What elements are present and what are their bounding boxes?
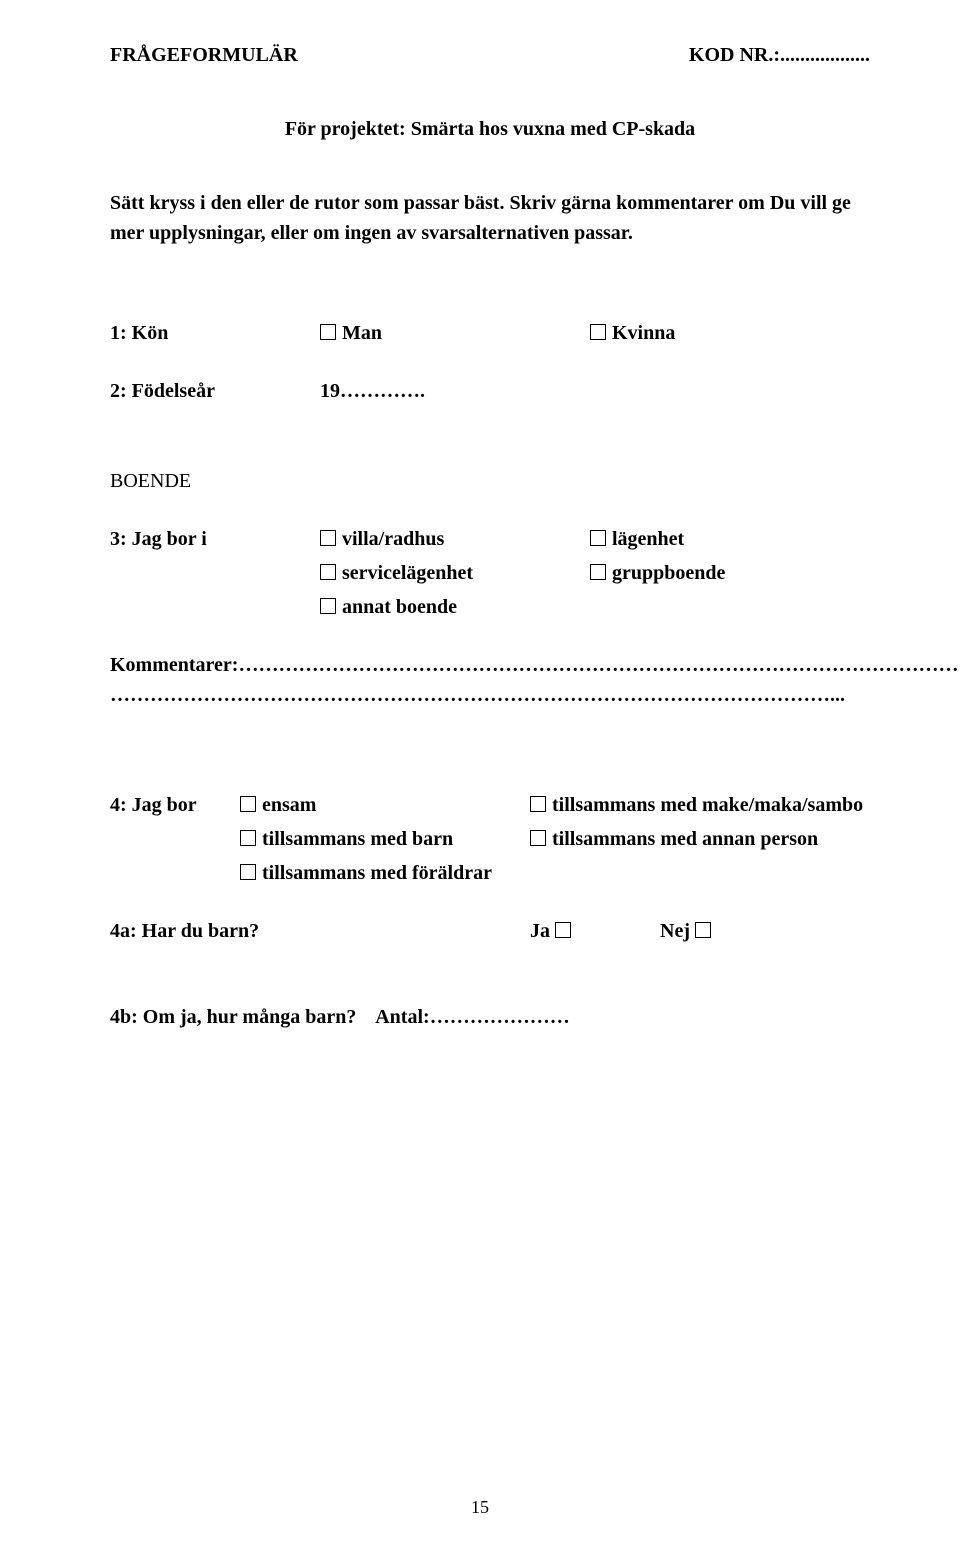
q1-label: 1: Kön xyxy=(110,318,320,348)
q1-opt-man[interactable]: Man xyxy=(320,318,590,348)
checkbox-icon[interactable] xyxy=(530,796,546,812)
checkbox-icon[interactable] xyxy=(530,830,546,846)
kod-label: KOD NR.: xyxy=(689,44,780,66)
q4a-nej-text: Nej xyxy=(660,920,690,942)
page-number: 15 xyxy=(0,1494,960,1521)
q3-opt-text: servicelägenhet xyxy=(342,562,473,584)
q1-opt-kvinna-text: Kvinna xyxy=(612,322,675,344)
q4-opt-barn[interactable]: tillsammans med barn xyxy=(240,824,530,854)
q4-block: 4: Jag bor ensam tillsammans med make/ma… xyxy=(110,790,870,820)
q3-row1: 3: Jag bor i villa/radhus lägenhet xyxy=(110,524,870,554)
spacer xyxy=(110,558,320,588)
header: FRÅGEFORMULÄR KOD NR.:.................. xyxy=(110,40,870,70)
spacer xyxy=(110,592,320,622)
q2-label: 2: Födelseår xyxy=(110,376,320,406)
header-right: KOD NR.:.................. xyxy=(689,40,870,70)
q1-row: 1: Kön Man Kvinna xyxy=(110,318,870,348)
q4b-label: 4b: Om ja, hur många barn? xyxy=(110,1006,356,1028)
spacer xyxy=(110,858,240,888)
q4a-ja-text: Ja xyxy=(530,920,550,942)
checkbox-icon[interactable] xyxy=(590,530,606,546)
checkbox-icon[interactable] xyxy=(240,830,256,846)
checkbox-icon[interactable] xyxy=(695,922,711,938)
q4b-row: 4b: Om ja, hur många barn? Antal:………………… xyxy=(110,1002,870,1032)
subtitle: För projektet: Smärta hos vuxna med CP-s… xyxy=(110,114,870,144)
q3-opt-service[interactable]: servicelägenhet xyxy=(320,558,590,588)
q4b-antal: Antal: xyxy=(375,1006,429,1028)
checkbox-icon[interactable] xyxy=(320,598,336,614)
q4a-ja[interactable]: Ja xyxy=(530,916,660,946)
q4-opt-annan[interactable]: tillsammans med annan person xyxy=(530,824,818,854)
page: FRÅGEFORMULÄR KOD NR.:..................… xyxy=(0,0,960,1551)
q4-opt-text: tillsammans med barn xyxy=(262,828,453,850)
q3-opt-annat[interactable]: annat boende xyxy=(320,592,590,622)
q4-opt-text: tillsammans med make/maka/sambo xyxy=(552,794,863,816)
q4a-row: 4a: Har du barn? Ja Nej xyxy=(110,916,870,946)
boende-title: BOENDE xyxy=(110,466,870,496)
spacer xyxy=(110,824,240,854)
q4-opt-text: tillsammans med annan person xyxy=(552,828,818,850)
q3-row2: servicelägenhet gruppboende xyxy=(110,558,870,588)
header-left: FRÅGEFORMULÄR xyxy=(110,40,298,70)
q2-prefix: 19 xyxy=(320,380,340,402)
q4a-nej[interactable]: Nej xyxy=(660,916,717,946)
q3-opt-text: lägenhet xyxy=(612,528,684,550)
checkbox-icon[interactable] xyxy=(240,864,256,880)
checkbox-icon[interactable] xyxy=(320,564,336,580)
q3-opt-text: villa/radhus xyxy=(342,528,444,550)
kod-dots: .................. xyxy=(780,44,870,66)
q1-opt-man-text: Man xyxy=(342,322,382,344)
q3-opt-lagenhet[interactable]: lägenhet xyxy=(590,524,684,554)
q4-opt-text: tillsammans med föräldrar xyxy=(262,862,492,884)
kom-line1: ……………………………………………………………………………………………… xyxy=(238,654,958,676)
q4-row2: tillsammans med barn tillsammans med ann… xyxy=(110,824,870,854)
q4-row3: tillsammans med föräldrar xyxy=(110,858,870,888)
q3-row3: annat boende xyxy=(110,592,870,622)
kom-line2: ………………………………………………………………………………………………... xyxy=(110,684,845,706)
checkbox-icon[interactable] xyxy=(590,564,606,580)
q4-label: 4: Jag bor xyxy=(110,790,240,820)
q3-opt-text: annat boende xyxy=(342,596,457,618)
q3-label: 3: Jag bor i xyxy=(110,524,320,554)
q3-opt-text: gruppboende xyxy=(612,562,725,584)
q4-opt-ensam[interactable]: ensam xyxy=(240,790,530,820)
checkbox-icon[interactable] xyxy=(555,922,571,938)
kommentarer[interactable]: Kommentarer: …………………………………………………………………………… xyxy=(110,650,870,710)
q4a-label: 4a: Har du barn? xyxy=(110,916,530,946)
q3-opt-villa[interactable]: villa/radhus xyxy=(320,524,590,554)
checkbox-icon[interactable] xyxy=(240,796,256,812)
checkbox-icon[interactable] xyxy=(320,530,336,546)
q4b-dots: ………………… xyxy=(430,1006,570,1028)
q2-dots: …………. xyxy=(340,380,425,402)
q4-opt-text: ensam xyxy=(262,794,316,816)
checkbox-icon[interactable] xyxy=(320,324,336,340)
q2-row: 2: Födelseår 19…………. xyxy=(110,376,870,406)
q4-opt-foraldrar[interactable]: tillsammans med föräldrar xyxy=(240,858,530,888)
kommentarer-label: Kommentarer: xyxy=(110,654,238,676)
intro-text: Sätt kryss i den eller de rutor som pass… xyxy=(110,188,870,248)
q1-opt-kvinna[interactable]: Kvinna xyxy=(590,318,675,348)
q4-opt-make[interactable]: tillsammans med make/maka/sambo xyxy=(530,790,863,820)
q3-opt-grupp[interactable]: gruppboende xyxy=(590,558,725,588)
q2-value[interactable]: 19…………. xyxy=(320,376,590,406)
checkbox-icon[interactable] xyxy=(590,324,606,340)
